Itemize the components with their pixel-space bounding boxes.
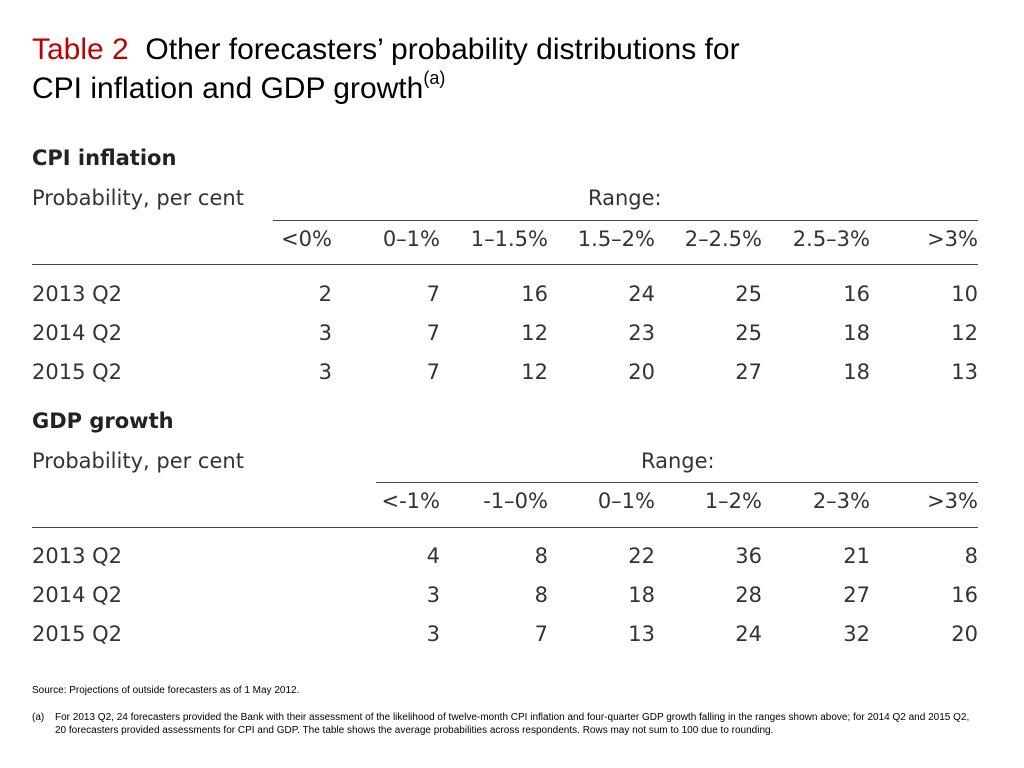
cpi-table-cell: 2 xyxy=(318,282,332,306)
cpi-table-cell: 23 xyxy=(628,321,655,345)
cpi-range-rule xyxy=(273,220,978,221)
cpi-table-cell: 3 xyxy=(318,321,332,345)
cpi-range-label: Range: xyxy=(588,186,662,210)
cpi-column-header: 1.5–2% xyxy=(577,227,655,251)
title-line-1: Other forecasters’ probability distribut… xyxy=(145,33,740,66)
gdp-column-header: 2–3% xyxy=(812,489,870,513)
gdp-row-label: 2013 Q2 xyxy=(32,544,123,568)
cpi-table-cell: 12 xyxy=(951,321,978,345)
cpi-table-cell: 18 xyxy=(843,360,870,384)
title-line-2: CPI inflation and GDP growth xyxy=(32,72,424,105)
gdp-section-title: GDP growth xyxy=(32,409,174,433)
gdp-column-header: >3% xyxy=(927,489,978,513)
gdp-table-cell: 13 xyxy=(628,622,655,646)
gdp-table-cell: 21 xyxy=(843,544,870,568)
cpi-column-header: 2–2.5% xyxy=(684,227,762,251)
gdp-table-cell: 27 xyxy=(843,583,870,607)
cpi-table-cell: 16 xyxy=(521,282,548,306)
cpi-table-cell: 12 xyxy=(521,360,548,384)
cpi-table-cell: 10 xyxy=(951,282,978,306)
cpi-table-cell: 20 xyxy=(628,360,655,384)
gdp-column-header: 0–1% xyxy=(597,489,655,513)
cpi-table-cell: 24 xyxy=(628,282,655,306)
gdp-table-cell: 36 xyxy=(735,544,762,568)
cpi-table-cell: 7 xyxy=(426,321,440,345)
gdp-column-header: <-1% xyxy=(381,489,441,513)
cpi-table-cell: 18 xyxy=(843,321,870,345)
cpi-table-cell: 3 xyxy=(318,360,332,384)
gdp-table-cell: 28 xyxy=(735,583,762,607)
cpi-column-header: >3% xyxy=(927,227,978,251)
table-number: Table 2 xyxy=(32,33,129,66)
cpi-column-header: 2.5–3% xyxy=(792,227,870,251)
cpi-table-cell: 16 xyxy=(843,282,870,306)
cpi-table-cell: 7 xyxy=(426,282,440,306)
cpi-column-header: 0–1% xyxy=(382,227,440,251)
cpi-subtitle: Probability, per cent xyxy=(32,186,244,210)
gdp-table-cell: 18 xyxy=(628,583,655,607)
gdp-row-label: 2015 Q2 xyxy=(32,622,123,646)
source-note: Source: Projections of outside forecaste… xyxy=(32,685,300,696)
gdp-table-cell: 4 xyxy=(426,544,440,568)
table-title: Table 2 Other forecasters’ probability d… xyxy=(32,30,992,108)
cpi-table-cell: 25 xyxy=(735,321,762,345)
cpi-table-cell: 12 xyxy=(521,321,548,345)
footnote-mark: (a) xyxy=(32,712,45,723)
gdp-table-cell: 20 xyxy=(951,622,978,646)
footnote: (a) For 2013 Q2, 24 forecasters provided… xyxy=(32,711,972,737)
cpi-table-cell: 25 xyxy=(735,282,762,306)
cpi-row-label: 2013 Q2 xyxy=(32,282,123,306)
gdp-table-cell: 3 xyxy=(426,622,440,646)
cpi-header-rule xyxy=(32,264,978,265)
gdp-range-label: Range: xyxy=(641,449,715,473)
gdp-table-cell: 16 xyxy=(951,583,978,607)
cpi-column-header: <0% xyxy=(281,227,332,251)
cpi-table-cell: 13 xyxy=(951,360,978,384)
cpi-column-header: 1–1.5% xyxy=(470,227,548,251)
gdp-table-cell: 24 xyxy=(735,622,762,646)
gdp-table-cell: 8 xyxy=(964,544,978,568)
gdp-column-header: -1–0% xyxy=(483,489,548,513)
gdp-table-cell: 8 xyxy=(534,583,548,607)
cpi-row-label: 2015 Q2 xyxy=(32,360,123,384)
footnote-text: For 2013 Q2, 24 forecasters provided the… xyxy=(55,712,970,736)
gdp-table-cell: 8 xyxy=(534,544,548,568)
title-footnote-ref: (a) xyxy=(423,68,446,88)
cpi-section-title: CPI inflation xyxy=(32,146,177,170)
gdp-table-cell: 22 xyxy=(628,544,655,568)
gdp-range-rule xyxy=(376,482,978,483)
cpi-table-cell: 7 xyxy=(426,360,440,384)
cpi-table-cell: 27 xyxy=(735,360,762,384)
gdp-row-label: 2014 Q2 xyxy=(32,583,123,607)
gdp-header-rule xyxy=(32,527,978,528)
gdp-table-cell: 7 xyxy=(534,622,548,646)
gdp-table-cell: 3 xyxy=(426,583,440,607)
cpi-row-label: 2014 Q2 xyxy=(32,321,123,345)
gdp-subtitle: Probability, per cent xyxy=(32,449,244,473)
gdp-table-cell: 32 xyxy=(843,622,870,646)
gdp-column-header: 1–2% xyxy=(704,489,762,513)
